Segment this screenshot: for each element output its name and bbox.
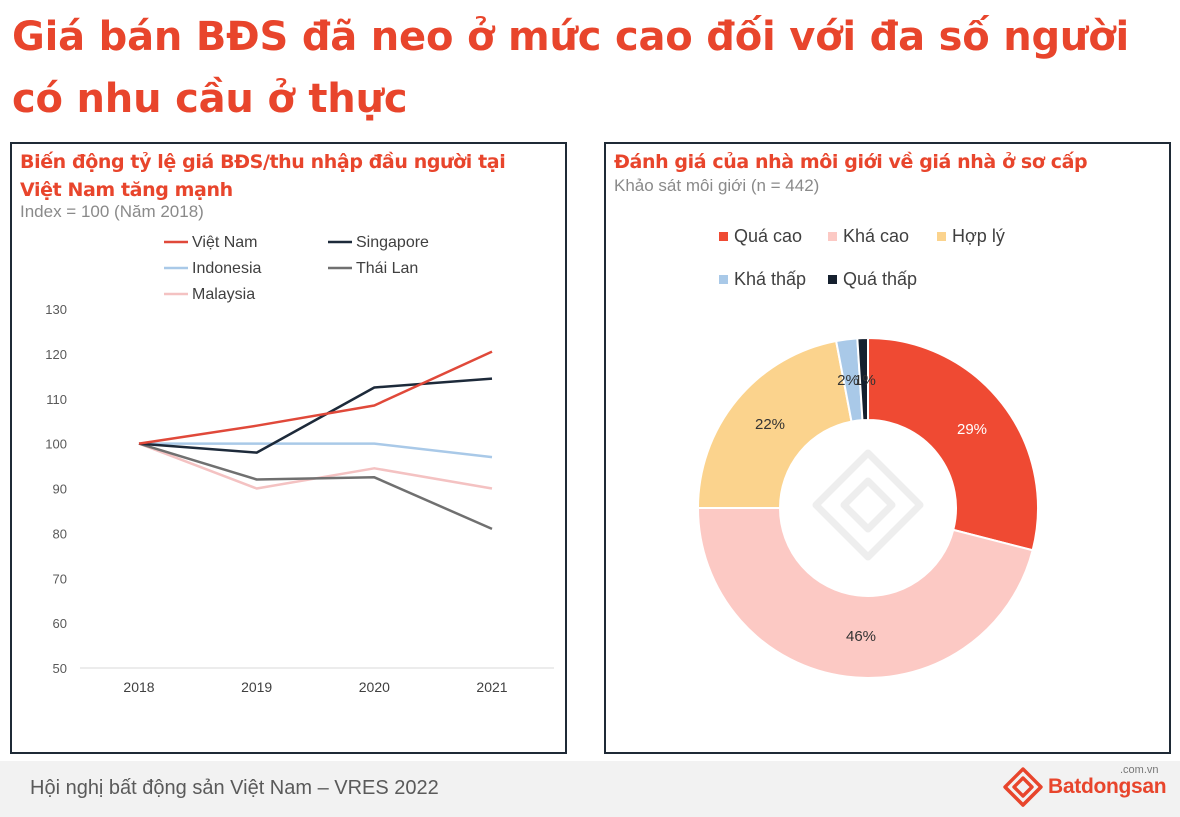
legend-label: Việt Nam [192, 234, 258, 251]
brand-name: Batdongsan [1048, 775, 1167, 798]
y-tick-label: 90 [53, 482, 67, 497]
donut-slice-qua-cao [867, 336, 1039, 552]
series-line-indonesia [139, 442, 493, 459]
legend-swatch [937, 232, 946, 241]
legend-label: Malaysia [192, 286, 255, 303]
legend-item-thai-lan: Thái Lan [328, 260, 418, 277]
legend-item-kha-cao: Khá cao [828, 226, 909, 246]
data-label-hop-ly: 22% [755, 416, 785, 433]
donut-slice-qua-thap [856, 336, 869, 422]
legend-label: Khá thấp [734, 269, 806, 289]
donut-chart-subtitle: Khảo sát môi giới (n = 442) [614, 176, 820, 195]
legend-item-indonesia: Indonesia [164, 260, 261, 277]
line-chart-subtitle: Index = 100 (Năm 2018) [20, 202, 204, 221]
y-tick-label: 100 [45, 437, 67, 452]
line-chart: 50 60 70 80 90 100 110 120 130 2018 2019 2020 2021 Vi… [45, 234, 554, 695]
donut-chart-panel: Đánh giá của nhà môi giới về giá nhà ở s… [604, 142, 1171, 754]
y-tick-label: 130 [45, 302, 67, 317]
data-label-kha-cao: 46% [846, 628, 876, 645]
legend-swatch [719, 232, 728, 241]
y-tick-label: 80 [53, 526, 67, 541]
legend-label: Thái Lan [356, 260, 418, 277]
series-line-thai-lan [138, 442, 493, 531]
x-tick-label: 2020 [359, 679, 390, 695]
legend-item-kha-thap: Khá thấp [719, 269, 806, 289]
donut-slice-hop-ly [696, 339, 853, 509]
legend-swatch [719, 275, 728, 284]
y-tick-label: 120 [45, 347, 67, 362]
footer-text: Hội nghị bất động sản Việt Nam – VRES 20… [30, 777, 439, 799]
donut-slice-kha-cao [696, 507, 1034, 679]
legend-label: Indonesia [192, 260, 261, 277]
legend-label: Singapore [356, 234, 429, 251]
data-label-qua-cao: 29% [957, 421, 987, 438]
footer: Hội nghị bất động sản Việt Nam – VRES 20… [0, 761, 1180, 817]
data-label-kha-thap: 2% [837, 372, 859, 389]
donut-chart: Quá cao Khá cao Hợp lý Khá thấp Quá thấp 29% 4… [696, 226, 1039, 679]
legend-item-malaysia: Malaysia [164, 286, 255, 303]
house-logo-icon [1003, 767, 1043, 807]
y-tick-label: 110 [46, 392, 67, 407]
legend-swatch [828, 232, 837, 241]
legend-label: Quá cao [734, 226, 802, 246]
x-tick-label: 2019 [241, 679, 272, 695]
y-tick-label: 50 [53, 661, 67, 676]
series-line-viet-nam [138, 350, 493, 445]
donut-chart-title: Đánh giá của nhà môi giới về giá nhà ở s… [614, 151, 1088, 173]
legend-label: Hợp lý [952, 226, 1005, 246]
data-label-qua-thap: 1% [854, 372, 876, 389]
legend-item-qua-cao: Quá cao [719, 226, 802, 246]
y-tick-label: 70 [53, 571, 67, 586]
x-tick-label: 2021 [476, 679, 507, 695]
brand-domain: .com.vn [1120, 764, 1159, 776]
line-chart-title: Biến động tỷ lệ giá BĐS/thu nhập đầu ngư… [20, 151, 506, 201]
legend-item-viet-nam: Việt Nam [164, 234, 258, 251]
legend-swatch [828, 275, 837, 284]
legend-label: Khá cao [843, 226, 909, 246]
line-chart-panel: Biến động tỷ lệ giá BĐS/thu nhập đầu ngư… [10, 142, 567, 754]
legend-label: Quá thấp [843, 269, 917, 289]
watermark-logo-icon [812, 449, 924, 561]
legend-item-singapore: Singapore [328, 234, 429, 251]
legend-item-hop-ly: Hợp lý [937, 226, 1005, 246]
y-tick-label: 60 [53, 616, 67, 631]
page-title: Giá bán BĐS đã neo ở mức cao đối với đa … [12, 14, 1129, 122]
series-line-singapore [138, 377, 493, 454]
legend-item-qua-thap: Quá thấp [828, 269, 917, 289]
brand-logo: Batdongsan .com.vn [998, 761, 1168, 817]
x-tick-label: 2018 [123, 679, 154, 695]
